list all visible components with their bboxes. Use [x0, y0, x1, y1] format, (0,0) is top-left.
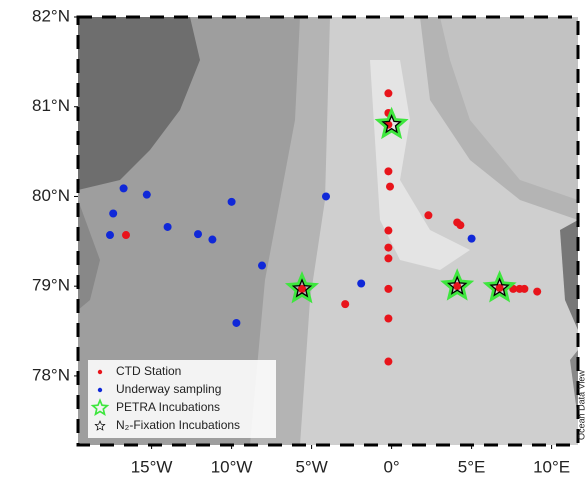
legend-item: Underway sampling: [98, 382, 222, 396]
station-dot: [384, 244, 392, 252]
y-tick-label: 80°N: [32, 186, 70, 205]
station-dot: [384, 254, 392, 262]
station-dot: [109, 210, 117, 218]
station-dot: [122, 231, 130, 239]
station-dot: [384, 314, 392, 322]
y-tick-label: 82°N: [32, 6, 70, 25]
y-tick-label: 79°N: [32, 276, 70, 295]
station-dot: [384, 167, 392, 175]
legend-label: Underway sampling: [116, 382, 221, 396]
station-dot: [520, 285, 528, 293]
station-dot: [98, 370, 102, 374]
station-dot: [164, 223, 172, 231]
station-dot: [384, 285, 392, 293]
station-dot: [384, 89, 392, 97]
station-dot: [143, 191, 151, 199]
x-tick-label: 0°: [383, 457, 399, 476]
station-dot: [208, 236, 216, 244]
legend-label: CTD Station: [116, 364, 181, 378]
station-dot: [194, 230, 202, 238]
legend: CTD Station Underway sampling PETRA Incuba…: [88, 360, 276, 438]
station-dot: [357, 279, 365, 287]
station-dot: [258, 262, 266, 270]
station-dot: [341, 300, 349, 308]
x-tick-label: 5°E: [458, 457, 486, 476]
x-tick-label: 15°W: [131, 457, 173, 476]
legend-label: N₂-Fixation Incubations: [116, 418, 240, 432]
credit: Ocean Data View: [576, 370, 586, 440]
station-dot: [322, 192, 330, 200]
x-tick-label: 10°E: [533, 457, 570, 476]
station-dot: [228, 198, 236, 206]
y-tick-label: 78°N: [32, 365, 70, 384]
station-dot: [468, 235, 476, 243]
station-dot: [424, 211, 432, 219]
station-dot: [384, 227, 392, 235]
map: CTD Station Underway sampling PETRA Incuba…: [0, 0, 588, 490]
station-dot: [533, 288, 541, 296]
station-dot: [386, 183, 394, 191]
station-dot: [232, 319, 240, 327]
x-tick-label: 10°W: [211, 457, 253, 476]
station-dot: [98, 388, 102, 392]
y-tick-label: 81°N: [32, 96, 70, 115]
legend-item: N₂-Fixation Incubations: [95, 418, 240, 432]
station-dot: [384, 358, 392, 366]
x-tick-label: 5°W: [295, 457, 327, 476]
station-dot: [120, 184, 128, 192]
station-dot: [456, 221, 464, 229]
legend-label: PETRA Incubations: [116, 400, 220, 414]
station-dot: [106, 231, 114, 239]
